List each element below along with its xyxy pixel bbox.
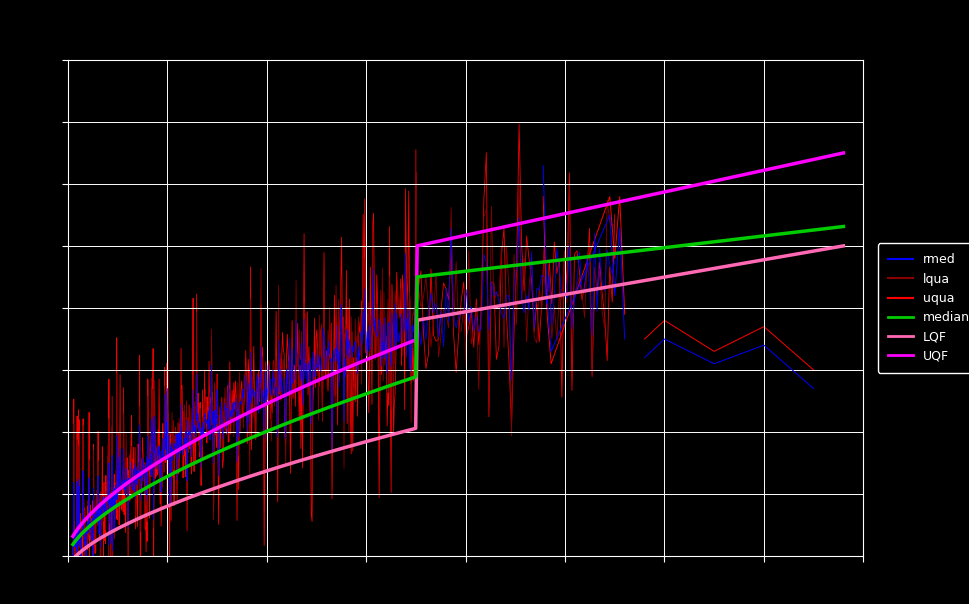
Legend: rmed, lqua, uqua, median, LQF, UQF: rmed, lqua, uqua, median, LQF, UQF: [877, 243, 969, 373]
